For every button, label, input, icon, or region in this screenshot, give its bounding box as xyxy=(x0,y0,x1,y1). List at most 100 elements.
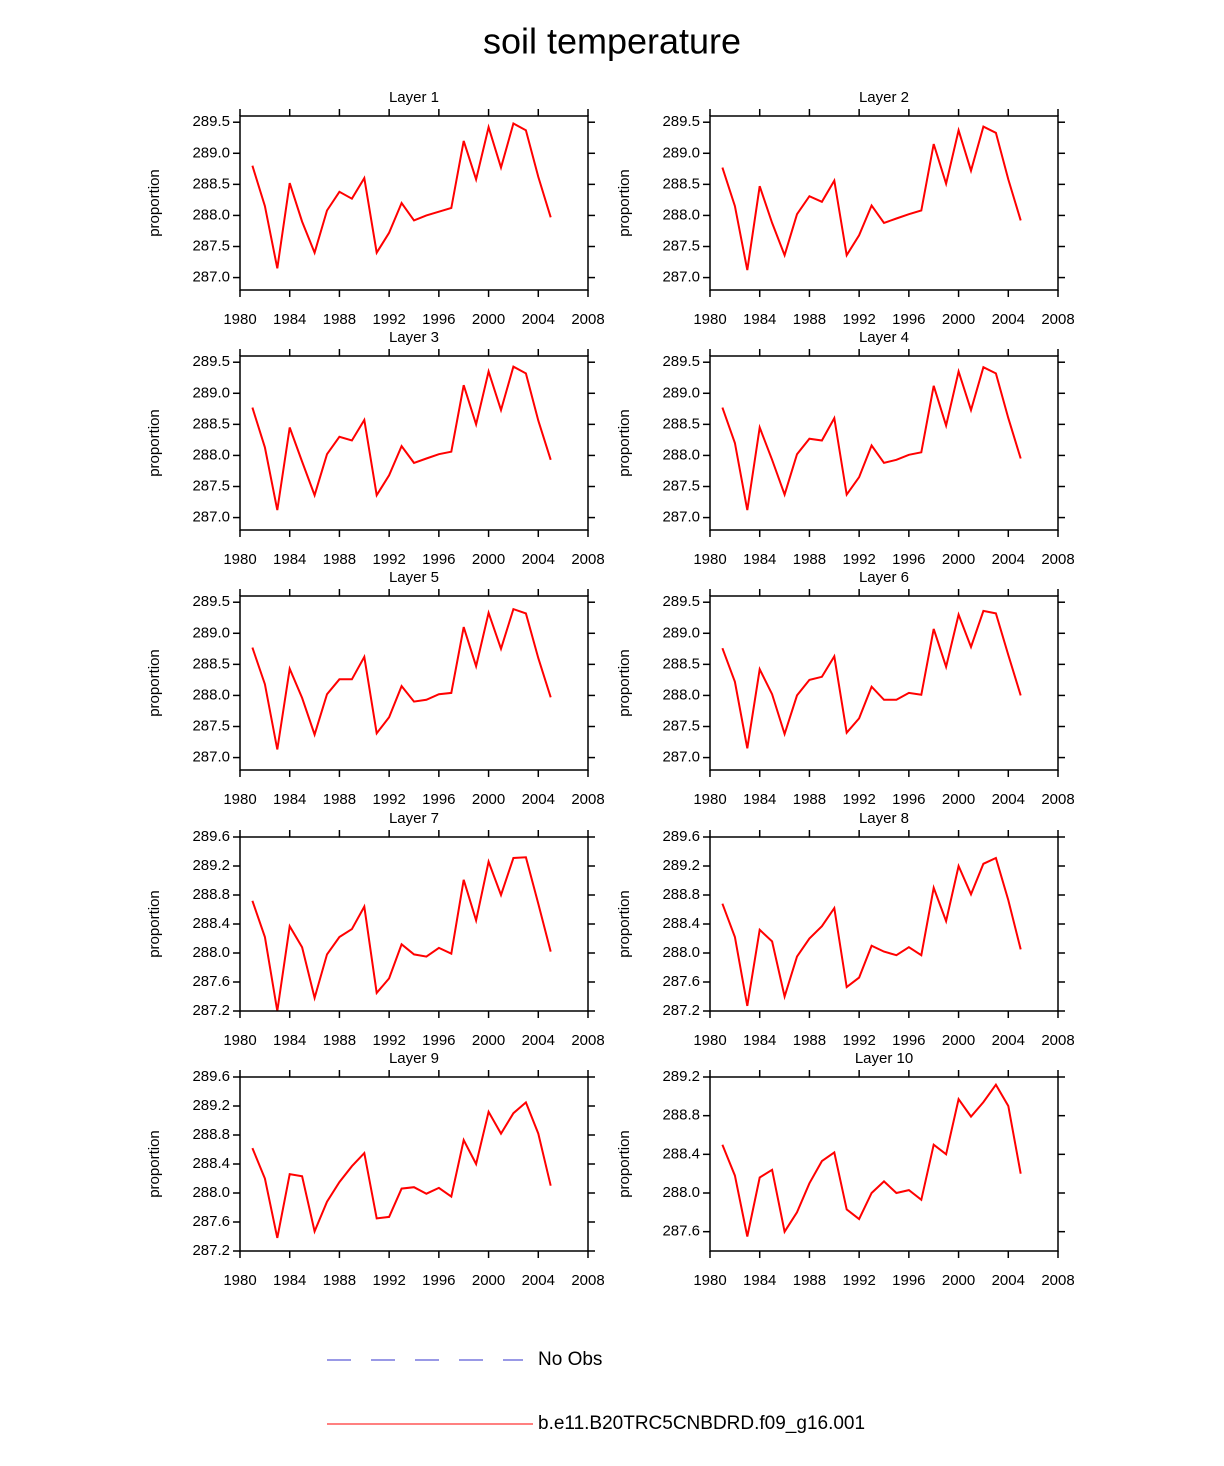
x-tick-label: 1988 xyxy=(793,791,826,808)
x-tick-label: 2004 xyxy=(992,1272,1025,1289)
y-tick-label: 288.8 xyxy=(662,1107,700,1124)
x-tick-label: 2000 xyxy=(942,551,975,568)
x-tick-label: 1984 xyxy=(743,551,776,568)
y-tick-label: 287.5 xyxy=(192,237,230,254)
y-tick-label: 288.5 xyxy=(662,175,700,192)
y-tick-label: 289.2 xyxy=(662,1068,700,1085)
x-tick-label: 1992 xyxy=(372,791,405,808)
y-tick-label: 287.6 xyxy=(662,1223,700,1240)
x-tick-label: 1988 xyxy=(323,551,356,568)
data-line xyxy=(721,1082,1022,1237)
y-tick-label: 287.5 xyxy=(662,717,700,734)
x-tick-label: 1980 xyxy=(693,551,726,568)
y-tick-label: 289.5 xyxy=(662,593,700,610)
x-tick-label: 1980 xyxy=(223,551,256,568)
y-tick-label: 288.8 xyxy=(192,1126,230,1143)
x-tick-label: 1984 xyxy=(743,1272,776,1289)
x-tick-label: 1980 xyxy=(693,1272,726,1289)
y-tick-label: 287.0 xyxy=(192,269,230,286)
y-tick-label: 289.2 xyxy=(192,857,230,874)
y-tick-label: 287.5 xyxy=(662,237,700,254)
figure-title: soil temperature xyxy=(483,21,741,62)
x-tick-label: 1992 xyxy=(842,1272,875,1289)
panel: Layer 4 proportion 287.0 287.5 288.0 288.5 289… xyxy=(616,329,1075,568)
y-axis-label: proportion xyxy=(616,409,633,477)
y-tick-label: 288.4 xyxy=(192,915,230,932)
y-tick-label: 288.0 xyxy=(662,446,700,463)
x-tick-label: 2000 xyxy=(942,1272,975,1289)
plot-frame xyxy=(709,115,1059,291)
x-tick-label: 1984 xyxy=(273,1032,306,1049)
plot-frame xyxy=(709,595,1059,771)
panel-title: Layer 8 xyxy=(859,810,909,827)
x-tick-label: 1988 xyxy=(323,1272,356,1289)
x-tick-label: 2000 xyxy=(472,1032,505,1049)
x-tick-label: 1980 xyxy=(693,1032,726,1049)
panel: Layer 3 proportion 287.0 287.5 288.0 288.5 289… xyxy=(146,329,605,568)
panel-title: Layer 10 xyxy=(855,1050,913,1067)
x-tick-label: 1984 xyxy=(273,1272,306,1289)
x-tick-label: 2004 xyxy=(522,311,555,328)
plot-frame xyxy=(709,355,1059,531)
y-axis-label: proportion xyxy=(146,649,163,717)
y-tick-label: 287.2 xyxy=(662,1002,700,1019)
y-tick-label: 287.6 xyxy=(662,973,700,990)
y-tick-label: 287.5 xyxy=(662,477,700,494)
y-axis-label: proportion xyxy=(146,890,163,958)
panel-title: Layer 9 xyxy=(389,1050,439,1067)
x-tick-label: 1996 xyxy=(892,791,925,808)
x-tick-label: 1992 xyxy=(372,311,405,328)
y-tick-label: 288.8 xyxy=(662,886,700,903)
x-tick-label: 2008 xyxy=(571,1032,604,1049)
panel-title: Layer 5 xyxy=(389,569,439,586)
x-tick-label: 2008 xyxy=(571,311,604,328)
x-tick-label: 2000 xyxy=(472,791,505,808)
x-tick-label: 2004 xyxy=(522,551,555,568)
x-tick-label: 2008 xyxy=(1041,311,1074,328)
data-line xyxy=(251,365,552,511)
y-tick-label: 288.0 xyxy=(662,686,700,703)
x-tick-label: 1996 xyxy=(422,791,455,808)
data-line xyxy=(251,122,552,269)
x-tick-label: 1988 xyxy=(793,1272,826,1289)
y-tick-label: 288.4 xyxy=(662,915,700,932)
y-tick-label: 288.5 xyxy=(192,175,230,192)
panel: Layer 8 proportion 287.2 287.6 288.0 288.4 288… xyxy=(616,810,1075,1049)
y-tick-label: 287.2 xyxy=(192,1002,230,1019)
x-tick-label: 1980 xyxy=(223,791,256,808)
plot-frame xyxy=(239,836,589,1012)
y-tick-label: 289.2 xyxy=(662,857,700,874)
panel-title: Layer 2 xyxy=(859,89,909,106)
x-tick-label: 2004 xyxy=(992,551,1025,568)
x-tick-label: 1992 xyxy=(372,1272,405,1289)
plot-frame xyxy=(239,355,589,531)
plot-frame xyxy=(239,595,589,771)
y-tick-label: 287.6 xyxy=(192,1213,230,1230)
legend-label: No Obs xyxy=(538,1349,602,1370)
y-tick-label: 287.0 xyxy=(662,269,700,286)
panel-title: Layer 6 xyxy=(859,569,909,586)
y-tick-label: 287.0 xyxy=(662,749,700,766)
x-tick-label: 2000 xyxy=(472,1272,505,1289)
x-tick-label: 1992 xyxy=(372,551,405,568)
x-tick-label: 1988 xyxy=(323,791,356,808)
x-tick-label: 1996 xyxy=(892,1032,925,1049)
y-tick-label: 289.0 xyxy=(662,144,700,161)
y-axis-label: proportion xyxy=(616,169,633,237)
y-axis-label: proportion xyxy=(616,890,633,958)
y-tick-label: 289.0 xyxy=(662,624,700,641)
y-tick-label: 288.8 xyxy=(192,886,230,903)
panel-title: Layer 7 xyxy=(389,810,439,827)
x-tick-label: 1988 xyxy=(793,551,826,568)
y-axis-label: proportion xyxy=(616,1130,633,1198)
x-tick-label: 2000 xyxy=(942,1032,975,1049)
data-line xyxy=(251,856,552,1012)
y-tick-label: 289.5 xyxy=(192,593,230,610)
panel-title: Layer 3 xyxy=(389,329,439,346)
y-axis-label: proportion xyxy=(146,169,163,237)
y-tick-label: 289.5 xyxy=(662,353,700,370)
x-tick-label: 1996 xyxy=(892,1272,925,1289)
x-tick-label: 1980 xyxy=(223,1272,256,1289)
x-tick-label: 2008 xyxy=(1041,1032,1074,1049)
